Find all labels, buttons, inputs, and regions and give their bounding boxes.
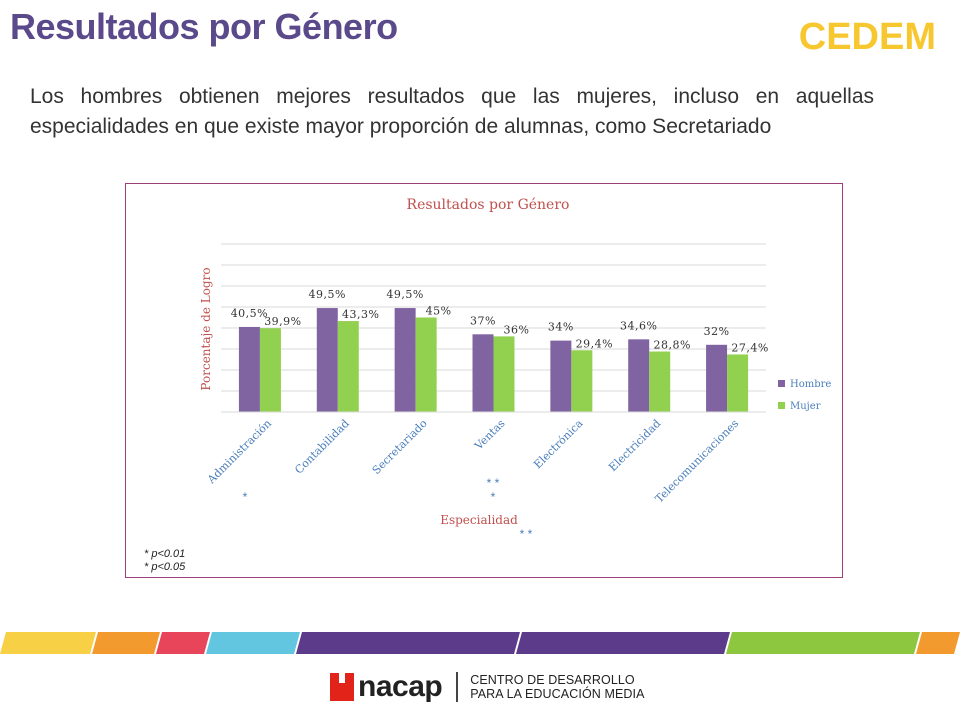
bar-hombre — [316, 308, 338, 412]
y-axis-label: Porcentaje de Logro — [199, 267, 213, 390]
stripe-segment — [206, 632, 300, 654]
legend-label-mujer: Mujer — [790, 401, 821, 412]
data-label: 45% — [426, 305, 452, 318]
data-label: 37% — [470, 314, 496, 327]
significance-mark: * * — [520, 527, 533, 541]
stripe-segment — [516, 632, 730, 654]
category-label: Electrónica — [531, 417, 586, 472]
x-axis-label: Especialidad — [440, 513, 518, 527]
bar-hombre — [394, 308, 416, 412]
significance-mark: * — [491, 490, 496, 504]
org-name: CENTRO DE DESARROLLO PARA LA EDUCACIÓN M… — [470, 673, 644, 701]
legend-swatch-hombre — [778, 380, 785, 387]
inacap-mark-icon — [330, 673, 354, 701]
data-label: 27,4% — [731, 341, 768, 354]
stripe-segment — [0, 632, 96, 654]
chart-container: Resultados por Género 40,5% 39,9% Administr… — [125, 183, 843, 578]
stripe-segment — [156, 632, 210, 654]
data-label: 36% — [504, 323, 530, 336]
data-label: 49,5% — [386, 288, 423, 301]
stripe-segment — [296, 632, 520, 654]
note-p001: * p<0.01 — [144, 548, 186, 560]
legend-label-hombre: Hombre — [790, 379, 831, 390]
stripe-segment — [916, 632, 960, 654]
org-line-2: PARA LA EDUCACIÓN MEDIA — [470, 687, 645, 701]
bar-mujer — [571, 350, 593, 412]
org-line-1: CENTRO DE DESARROLLO — [470, 673, 635, 687]
bar-chart: Resultados por Género 40,5%39,9% Administr… — [199, 197, 831, 541]
legend-swatch-mujer — [778, 402, 785, 409]
category-label: Contabilidad — [292, 417, 352, 477]
data-label: 49,5% — [309, 288, 346, 301]
logo-word: nacap — [358, 670, 443, 703]
bar-mujer — [259, 328, 281, 412]
data-label: 43,3% — [342, 308, 379, 321]
note-p005: * p<0.05 — [144, 561, 186, 573]
data-label: 40,5% — [231, 307, 268, 320]
significance-mark: * — [243, 490, 248, 504]
category-label: Administración — [204, 417, 274, 487]
bar-hombre — [628, 339, 650, 412]
footer-logo: nacap CENTRO DE DESARROLLO PARA LA EDUCA… — [330, 670, 645, 704]
chart-title: Resultados por Género — [407, 197, 570, 213]
bar-mujer — [649, 351, 671, 412]
category-label: Ventas — [471, 417, 507, 453]
significance-notes: * p<0.01 * p<0.05 — [144, 548, 185, 574]
data-label: 34% — [548, 321, 574, 334]
lead-paragraph: Los hombres obtienen mejores resultados … — [30, 85, 874, 138]
category-label: Electricidad — [606, 417, 663, 474]
page-title: Resultados por Género — [10, 6, 398, 47]
data-label: 28,8% — [653, 339, 690, 352]
category-label: Secretariado — [370, 417, 430, 477]
brand-logo: CEDEM — [798, 16, 936, 58]
data-label: 34,6% — [620, 319, 657, 332]
significance-mark: * * — [487, 476, 500, 490]
bar-mujer — [337, 321, 359, 412]
bar-hombre — [238, 326, 260, 412]
bar-hombre — [472, 334, 494, 412]
data-label: 29,4% — [576, 337, 613, 350]
data-label: 32% — [704, 325, 730, 338]
logo-divider — [456, 672, 459, 702]
bar-hombre — [550, 340, 572, 412]
bar-mujer — [415, 317, 437, 412]
stripe-segment — [726, 632, 920, 654]
bar-hombre — [706, 344, 728, 412]
data-label: 39,9% — [264, 315, 301, 328]
stripe-segment — [92, 632, 160, 654]
bar-mujer — [493, 336, 515, 412]
category-label: Telecomunicaciones — [653, 417, 742, 506]
bar-mujer — [727, 354, 749, 412]
